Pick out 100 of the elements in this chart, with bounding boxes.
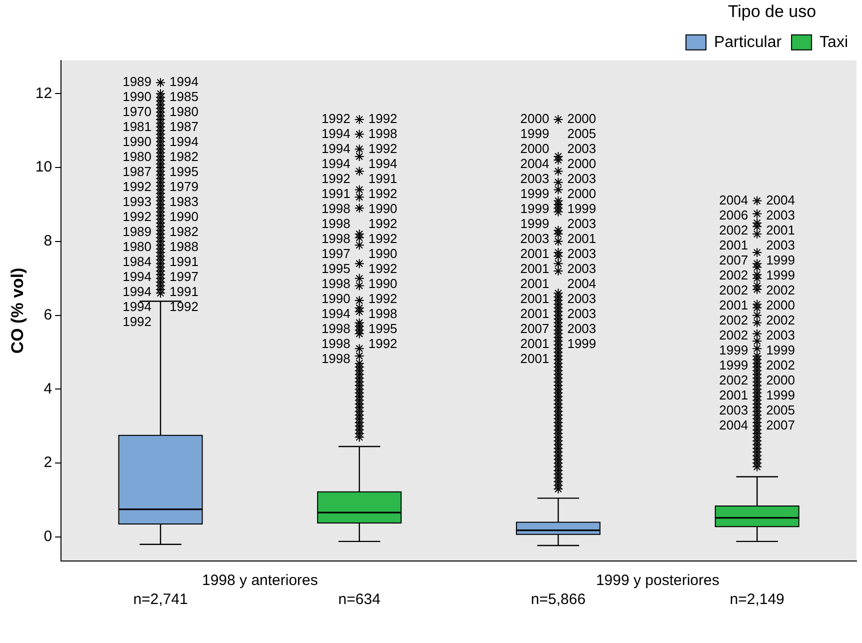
annotation: 2001 [520, 291, 550, 306]
annotation: 2001 [719, 237, 748, 252]
annotation: 2000 [567, 186, 596, 202]
y-tick-label: 4 [44, 380, 52, 398]
annotation: 1979 [170, 179, 198, 194]
x-tick-label: n=2,149 [730, 591, 784, 608]
annotation: 1990 [122, 134, 152, 150]
annotation: 1999 [719, 357, 748, 372]
legend-label: Particular [714, 34, 782, 51]
y-tick-label: 10 [35, 158, 52, 176]
annotation: 2004 [719, 417, 748, 432]
annotation: 1990 [321, 291, 350, 306]
annotation: 1998 [321, 216, 350, 232]
annotation: 2001 [520, 306, 550, 322]
annotation: 1994 [122, 299, 152, 314]
annotation: 1992 [321, 171, 350, 186]
text: 1999 y posteriores [596, 572, 720, 590]
annotation: 1999 [520, 186, 550, 202]
annotation: 1988 [170, 239, 198, 254]
annotation: 2003 [520, 231, 550, 246]
x-tick-label: n=634 [338, 591, 380, 608]
annotation: 2003 [567, 306, 596, 322]
annotation: 1990 [170, 209, 198, 224]
annotation: 1980 [122, 149, 152, 164]
annotation: 2003 [567, 321, 596, 336]
annotation: 2003 [567, 171, 596, 186]
annotation: 2006 [719, 207, 748, 222]
annotation: 2003 [766, 327, 795, 342]
annotation: 1998 [321, 201, 350, 216]
annotation: 1992 [170, 299, 198, 314]
annotation: 1992 [368, 186, 398, 202]
annotation: 2000 [766, 297, 795, 312]
annotation: 1984 [122, 254, 152, 270]
annotation: 1998 [321, 276, 350, 292]
annotation: 2004 [520, 156, 550, 172]
annotation: 2002 [766, 357, 795, 372]
x-tick-label: n=5,866 [530, 591, 586, 608]
legend-label: Taxi [820, 34, 848, 51]
annotation: 1993 [122, 194, 152, 210]
annotation: 1990 [368, 201, 398, 216]
annotation: 2004 [766, 192, 795, 208]
annotation: 1992 [321, 111, 350, 126]
annotation: 1999 [520, 216, 550, 232]
annotation: 1991 [368, 171, 398, 186]
annotation: 2003 [520, 171, 550, 186]
y-axis-title: CO (% vol) [8, 268, 27, 354]
annotation: 2003 [766, 207, 795, 222]
annotation: 2002 [719, 282, 748, 298]
annotation: 1992 [122, 179, 152, 194]
annotation: 2007 [520, 321, 550, 336]
annotation: 2007 [766, 417, 795, 432]
y-tick-label: 6 [44, 306, 52, 324]
annotation: 1989 [122, 224, 152, 240]
annotation: 1982 [170, 149, 198, 164]
annotation: 1998 [368, 126, 398, 142]
annotation: 1995 [170, 164, 198, 180]
annotation: 2002 [719, 267, 748, 282]
annotation: 1997 [170, 269, 198, 284]
annotation: 2003 [567, 261, 596, 276]
annotation: 1970 [122, 104, 152, 120]
annotation: 2004 [567, 276, 596, 292]
annotation: 1989 [122, 74, 152, 90]
annotation: 2002 [719, 327, 748, 342]
annotation: 2005 [567, 126, 596, 142]
annotation: 1995 [368, 321, 398, 336]
annotation: 2001 [766, 222, 795, 238]
annotation: 1992 [368, 336, 398, 352]
annotation: 1987 [170, 119, 198, 134]
legend-title: Tipo de uso [728, 2, 816, 22]
y-tick-label: 8 [44, 232, 52, 250]
annotation: 1992 [368, 216, 398, 232]
annotation: 1995 [321, 261, 350, 276]
annotation: 1998 [321, 351, 350, 366]
annotation: 2000 [520, 111, 550, 126]
annotation: 2000 [567, 111, 596, 126]
annotation: 1999 [766, 252, 795, 268]
annotation: 2002 [719, 222, 748, 238]
annotation: 1990 [122, 89, 152, 104]
annotation: 1994 [170, 74, 198, 90]
annotation: 1999 [567, 336, 596, 352]
annotation: 1999 [520, 126, 550, 142]
text: 1998 y anteriores [202, 572, 318, 590]
annotation: 1991 [170, 254, 198, 270]
annotation: 1991 [170, 284, 198, 300]
annotation: 1999 [766, 267, 795, 282]
annotation: 1980 [122, 239, 152, 254]
annotation: 1992 [122, 209, 152, 224]
annotation: 1994 [122, 269, 152, 284]
annotation: 1994 [321, 156, 350, 172]
annotation: 1992 [368, 261, 398, 276]
y-tick-label: 0 [44, 528, 52, 546]
annotation: 1994 [321, 306, 350, 322]
annotation: 2003 [766, 237, 795, 252]
annotation: 1985 [170, 89, 198, 104]
annotation: 1987 [122, 164, 152, 180]
annotation: 1982 [170, 224, 198, 240]
annotation: 2004 [719, 192, 748, 208]
annotation: 1999 [520, 201, 550, 216]
annotation: 2001 [719, 297, 748, 312]
annotation: 1999 [766, 387, 795, 402]
